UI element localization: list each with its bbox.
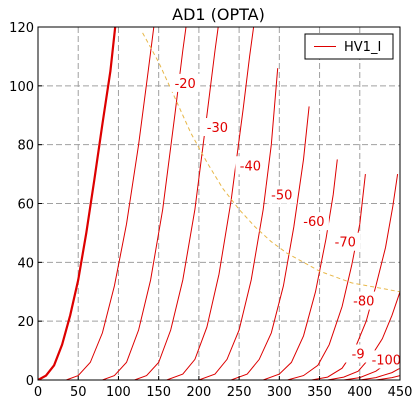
x-tick-label: 400: [347, 385, 372, 400]
curve-grid-minus-70: [263, 159, 338, 380]
curve-grid-minus-60: [230, 106, 310, 380]
curve-label: -9: [352, 348, 365, 363]
curve-grid-minus-10: [66, 27, 155, 380]
x-tick-label: 150: [146, 385, 171, 400]
series-curves: [38, 27, 400, 380]
curve-label-background: [202, 118, 233, 137]
curve-grid-minus-120: [359, 367, 400, 380]
curve-label-background: [371, 350, 402, 369]
y-tick-label: 0: [26, 374, 34, 389]
curve-grid-minus-20: [102, 27, 187, 380]
x-tick-label: 100: [106, 385, 131, 400]
load-line: [142, 32, 400, 293]
y-tick-label: 20: [17, 315, 34, 330]
x-tick-label: 300: [267, 385, 292, 400]
load-line-path: [142, 32, 400, 293]
curve-grid-minus-30: [134, 27, 219, 380]
x-axis-ticks: 0 50 100 150 200 250 300 350 400 450: [34, 376, 413, 400]
y-tick-label: 120: [9, 21, 34, 36]
curve-label: -20: [175, 77, 196, 92]
curve-label-background: [170, 73, 201, 92]
y-axis-ticks: 0 20 40 60 80 100 120: [9, 21, 42, 389]
x-tick-label: 200: [186, 385, 211, 400]
curve-label: -50: [271, 189, 292, 204]
x-tick-label: 50: [70, 385, 87, 400]
curve-grid-minus-80: [287, 174, 366, 380]
legend-label: HV1_I: [344, 40, 381, 55]
curve-grid-minus-90: [311, 174, 399, 380]
curve-grid-0: [38, 27, 117, 380]
curve-label-background: [298, 212, 329, 231]
curve-label-background: [235, 156, 266, 175]
x-tick-label: 0: [34, 385, 42, 400]
curve-grid-minus-50: [198, 68, 279, 380]
y-tick-label: 60: [17, 198, 34, 213]
curve-label-background: [330, 232, 361, 251]
curve-label: -100: [372, 353, 402, 368]
y-tick-label: 100: [9, 80, 34, 95]
y-tick-label: 40: [17, 256, 34, 271]
x-tick-label: 450: [388, 385, 413, 400]
legend: HV1_I: [304, 33, 394, 60]
curve-label-background: [348, 291, 379, 310]
curve-label-background: [343, 344, 374, 363]
curve-grid-minus-40: [166, 27, 255, 380]
curve-label-background: [266, 185, 297, 204]
curve-label: -30: [207, 121, 228, 136]
curve-labels: -20 -30 -40 -50 -60 -70 -80 -9 -100: [170, 73, 402, 369]
curve-label: -70: [335, 236, 356, 251]
x-tick-label: 250: [227, 385, 252, 400]
curve-grid-minus-130: [375, 375, 400, 380]
curve-label: -40: [240, 159, 261, 174]
chart-title: AD1 (OPTA): [172, 5, 265, 24]
curve-label: -80: [353, 295, 374, 310]
curve-label: -60: [303, 215, 324, 230]
y-tick-label: 80: [17, 139, 34, 154]
x-tick-label: 350: [307, 385, 332, 400]
